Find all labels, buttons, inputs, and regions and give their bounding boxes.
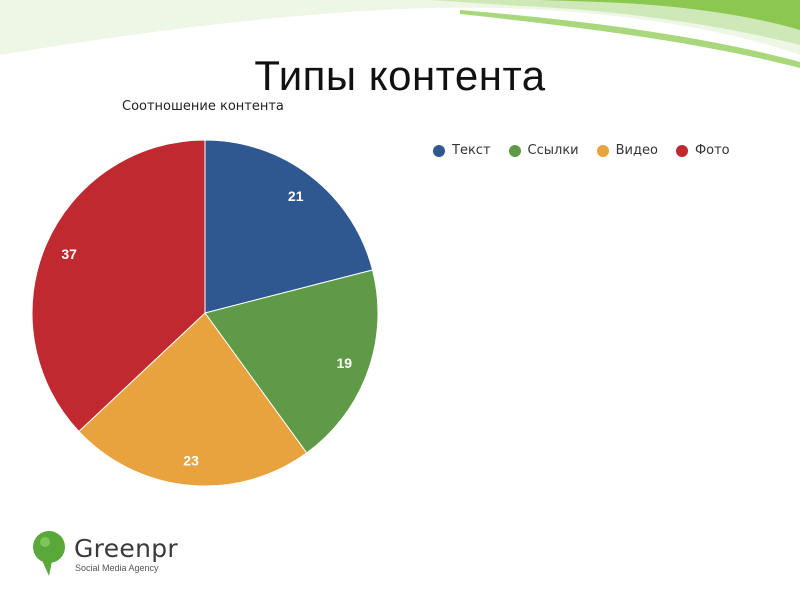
logo-name: Greenpr: [74, 534, 178, 563]
slice-photo: [31, 139, 206, 433]
legend-label-photo: Фото: [694, 143, 730, 158]
legend-item-text: Текст: [433, 143, 491, 158]
legend-swatch-photo: [675, 144, 688, 157]
slice-video: [78, 312, 308, 487]
chart-legend: Текст Ссылки Видео Фото: [433, 143, 730, 158]
company-logo: Greenpr Social Media Agency: [32, 530, 192, 580]
legend-label-text: Текст: [452, 143, 491, 158]
speech-bubble-logo-icon: [33, 531, 65, 576]
data-label-photo: 37: [61, 246, 77, 262]
data-label-text: 21: [288, 188, 304, 204]
legend-item-links: Ссылки: [508, 143, 579, 158]
slide-title: Типы контента: [254, 52, 546, 99]
legend-swatch-text: [433, 144, 445, 157]
chart-title: Соотношение контента: [122, 99, 284, 114]
legend-label-links: Ссылки: [527, 143, 579, 158]
slice-text: [204, 139, 374, 314]
legend-item-video: Видео: [596, 143, 658, 158]
data-label-links: 19: [336, 355, 352, 371]
legend-swatch-video: [596, 144, 609, 157]
legend-swatch-links: [508, 144, 521, 157]
legend-label-video: Видео: [615, 143, 658, 158]
logo-tagline: Social Media Agency: [75, 563, 159, 573]
data-label-video: 23: [183, 452, 199, 468]
legend-item-photo: Фото: [675, 143, 730, 158]
slice-links: [204, 269, 379, 454]
